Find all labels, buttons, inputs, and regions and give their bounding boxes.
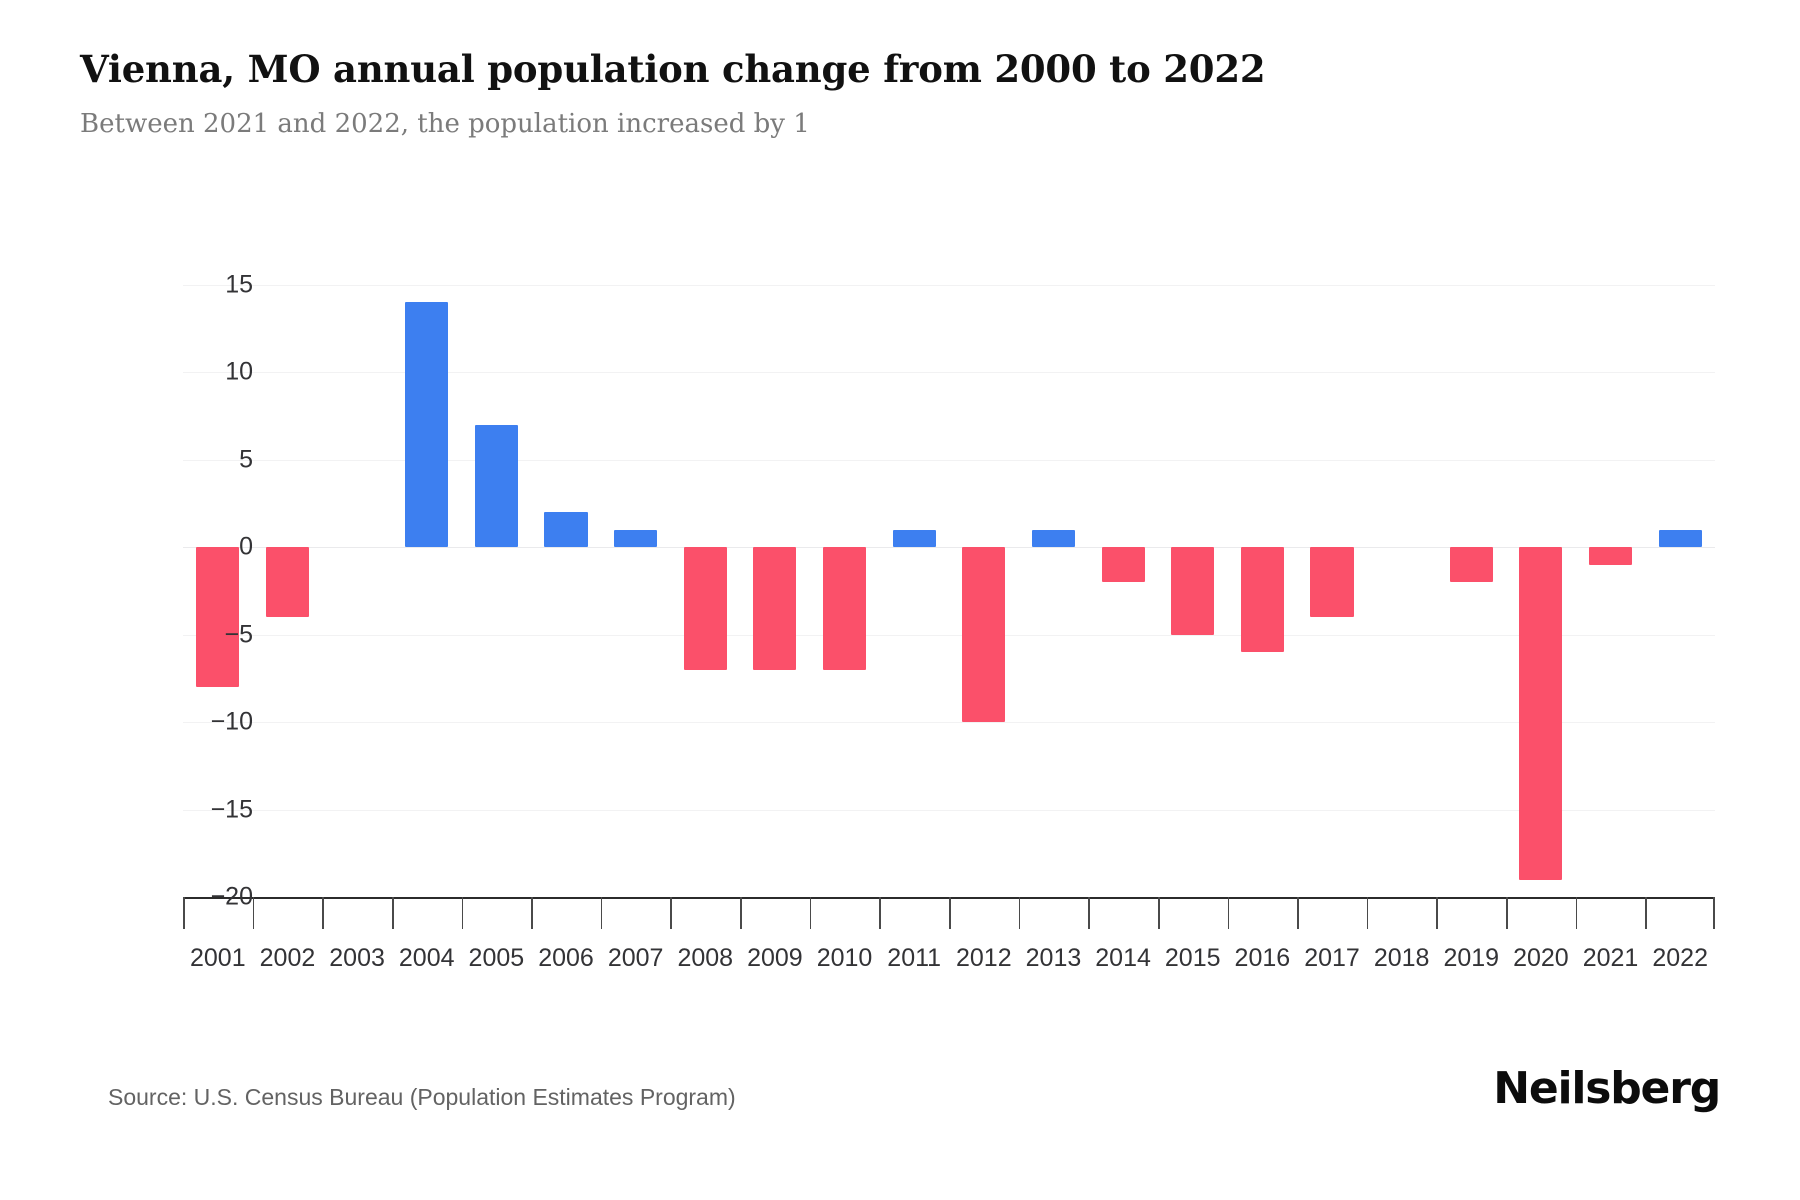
x-axis-tick-label: 2001 — [190, 944, 246, 972]
chart-header: Vienna, MO annual population change from… — [80, 48, 1720, 140]
x-axis-tick-label: 2008 — [677, 944, 734, 972]
bar[interactable] — [822, 547, 867, 670]
x-axis-tick — [1506, 897, 1508, 929]
bar[interactable] — [544, 512, 588, 548]
x-axis-tick-label: 2021 — [1582, 944, 1639, 972]
bar[interactable] — [962, 547, 1006, 723]
x-axis-tick — [600, 897, 603, 929]
chart-subtitle: Between 2021 and 2022, the population in… — [80, 108, 810, 139]
x-axis-tick — [1645, 897, 1647, 929]
bar[interactable] — [892, 529, 936, 548]
bar[interactable] — [1310, 547, 1354, 618]
bar[interactable] — [683, 547, 727, 670]
x-axis-tick — [809, 897, 812, 929]
gridline-10 — [183, 372, 1715, 374]
x-axis-tick-label: 2022 — [1652, 944, 1708, 972]
x-axis-tick-label: 2015 — [1164, 944, 1221, 972]
bar[interactable] — [1658, 529, 1702, 548]
bars-group — [183, 285, 1715, 897]
x-axis-tick-label: 2011 — [887, 944, 942, 972]
gridline-15 — [183, 285, 1715, 286]
x-axis-tick — [322, 897, 324, 929]
x-axis-tick-label: 2010 — [816, 944, 873, 972]
x-axis-tick — [391, 897, 394, 929]
x-axis-tick — [1157, 897, 1160, 929]
gridline-5 — [183, 459, 1715, 461]
y-axis-tick-label: 5 — [239, 445, 253, 474]
bar[interactable] — [1588, 547, 1633, 565]
x-axis-tick — [461, 897, 464, 929]
page-title: Vienna, MO annual population change from… — [80, 47, 1266, 91]
bar[interactable] — [196, 547, 240, 688]
x-axis-tick — [1366, 897, 1369, 929]
x-axis-tick-label: 2012 — [956, 944, 1012, 972]
x-axis-ticks-group — [183, 897, 1715, 941]
x-axis-tick-label: 2019 — [1443, 944, 1500, 972]
bar[interactable] — [474, 424, 518, 548]
bar[interactable] — [1171, 547, 1215, 635]
x-axis-tick — [1227, 897, 1230, 929]
brand-logo: Neilsberg — [1493, 1063, 1721, 1114]
x-axis-labels-group: 2001 2002 2003 2004 2005 2006 2007 2008 2009 2010… — [183, 944, 1715, 984]
x-axis-tick — [1297, 897, 1299, 929]
x-axis-tick — [670, 897, 673, 929]
x-axis-tick — [1088, 897, 1090, 929]
x-axis-tick-label: 2013 — [1025, 944, 1082, 972]
x-axis-tick-label: 2018 — [1373, 944, 1430, 972]
x-axis-tick-label: 2016 — [1234, 944, 1291, 972]
x-axis-tick — [740, 897, 742, 929]
x-axis-tick-label: 2004 — [398, 944, 455, 972]
x-axis-tick-label: 2007 — [607, 944, 664, 972]
y-axis-tick-label: 0 — [239, 532, 253, 561]
x-axis-tick — [531, 897, 533, 929]
plot-area — [183, 285, 1715, 899]
bar[interactable] — [265, 547, 310, 618]
bar[interactable] — [1519, 547, 1563, 880]
x-axis-tick-label: 2002 — [259, 944, 316, 972]
x-axis-tick-label: 2020 — [1513, 944, 1569, 972]
y-axis-tick-label: −15 — [210, 795, 253, 824]
x-axis-tick — [879, 897, 881, 929]
gridline--15 — [183, 809, 1715, 811]
y-axis-tick-label: 15 — [225, 270, 253, 299]
x-axis-tick — [1575, 897, 1578, 929]
gridline--10 — [183, 722, 1715, 724]
y-axis-tick-label: −5 — [224, 620, 253, 649]
bar[interactable] — [1031, 529, 1076, 548]
bar[interactable] — [1101, 547, 1145, 583]
y-axis-tick-label: −20 — [210, 882, 253, 911]
bar[interactable] — [614, 529, 658, 548]
x-axis-tick-label: 2014 — [1095, 944, 1151, 972]
bar[interactable] — [1240, 547, 1284, 653]
x-axis-tick — [1018, 897, 1021, 929]
x-axis-tick — [183, 897, 185, 929]
x-axis-tick — [1436, 897, 1439, 929]
x-axis-tick-label: 2006 — [538, 944, 594, 972]
x-axis-tick-label: 2005 — [468, 944, 525, 972]
y-axis-tick-label: −10 — [210, 707, 253, 736]
x-axis-tick-label: 2017 — [1304, 944, 1360, 972]
bar[interactable] — [405, 302, 449, 548]
x-axis-tick — [252, 897, 255, 929]
gridline--5 — [183, 634, 1715, 636]
x-axis-tick — [949, 897, 951, 929]
y-axis-tick-label: 10 — [225, 357, 253, 386]
bar[interactable] — [753, 547, 797, 670]
bar[interactable] — [1449, 547, 1493, 583]
x-axis-tick-label: 2003 — [329, 944, 385, 972]
gridline-0 — [183, 547, 1715, 549]
x-axis-tick — [1713, 897, 1715, 929]
x-axis-tick-label: 2009 — [747, 944, 803, 972]
source-note: Source: U.S. Census Bureau (Population E… — [108, 1084, 736, 1110]
